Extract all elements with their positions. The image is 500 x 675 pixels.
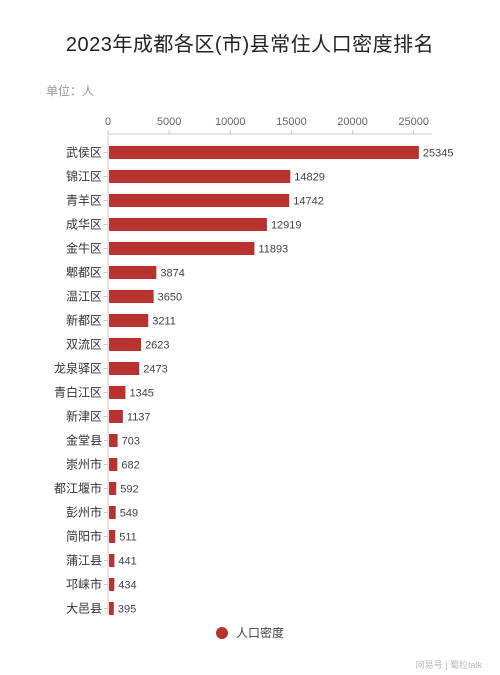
value-label: 25345: [423, 148, 454, 160]
bar: [109, 146, 419, 159]
watermark: 网易号 | 蜀粒talk: [415, 660, 482, 670]
value-label: 14742: [293, 196, 324, 208]
value-label: 3874: [160, 268, 184, 280]
legend-label: 人口密度: [235, 626, 284, 640]
bar: [109, 338, 142, 351]
value-label: 592: [120, 484, 138, 496]
value-label: 12919: [271, 220, 302, 232]
value-label: 3211: [152, 316, 176, 328]
category-label: 崇州市: [66, 457, 102, 472]
value-label: 511: [119, 532, 137, 544]
bar: [109, 242, 255, 255]
x-tick-label: 0: [105, 116, 111, 128]
bar: [109, 194, 290, 207]
category-label: 龙泉驿区: [54, 362, 102, 376]
category-label: 青白江区: [54, 385, 102, 400]
x-tick-label: 25000: [398, 116, 429, 128]
category-label: 大邑县: [66, 602, 102, 616]
value-label: 682: [121, 460, 139, 472]
bar: [109, 266, 157, 279]
bar: [109, 386, 126, 399]
x-tick-label: 15000: [276, 116, 307, 128]
chart-title: 2023年成都各区(市)县常住人口密度排名: [65, 34, 435, 56]
bar: [109, 554, 115, 567]
category-label: 郫都区: [66, 265, 102, 280]
bar: [109, 434, 118, 447]
category-label: 锦江区: [66, 170, 102, 184]
category-label: 彭州市: [66, 505, 102, 520]
category-label: 蒲江县: [66, 554, 102, 568]
value-label: 1345: [129, 388, 153, 400]
category-label: 邛崃市: [66, 577, 102, 592]
value-label: 3650: [158, 292, 182, 304]
value-label: 2473: [143, 364, 167, 376]
unit-label: 单位：人: [46, 84, 95, 98]
bar: [109, 530, 116, 543]
value-label: 2623: [145, 340, 169, 352]
bar: [109, 482, 117, 495]
value-label: 441: [118, 556, 136, 568]
bar: [109, 578, 115, 591]
category-label: 武侯区: [66, 146, 102, 160]
value-label: 1137: [127, 412, 151, 424]
bar: [109, 506, 116, 519]
category-label: 新都区: [66, 313, 102, 328]
value-label: 434: [118, 580, 136, 592]
bar: [109, 170, 291, 183]
value-label: 549: [120, 508, 138, 520]
bar: [109, 458, 118, 471]
value-label: 395: [118, 604, 136, 616]
legend-marker: [215, 626, 228, 639]
category-label: 双流区: [66, 338, 102, 352]
value-label: 14829: [294, 172, 325, 184]
bar: [109, 410, 123, 423]
x-tick-label: 5000: [157, 116, 181, 128]
category-label: 都江堰市: [54, 481, 102, 496]
category-label: 青羊区: [66, 193, 102, 208]
value-label: 11893: [258, 244, 288, 256]
legend: 人口密度: [0, 624, 500, 641]
bar: [109, 218, 267, 231]
x-tick-label: 20000: [337, 116, 368, 128]
bar: [109, 290, 154, 303]
x-tick-label: 10000: [215, 116, 246, 128]
bar: [109, 362, 140, 375]
category-label: 成华区: [66, 218, 102, 232]
bar: [109, 602, 114, 615]
value-label: 703: [122, 436, 140, 448]
category-label: 简阳市: [66, 529, 102, 544]
category-label: 新津区: [66, 409, 102, 424]
category-label: 金牛区: [66, 241, 102, 256]
bar: [109, 314, 149, 327]
category-label: 金堂县: [66, 433, 102, 448]
category-label: 温江区: [66, 290, 102, 304]
